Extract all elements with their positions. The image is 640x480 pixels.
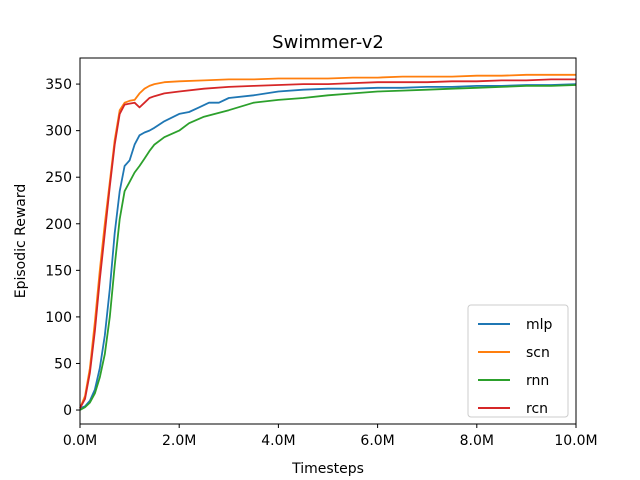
y-tick-label: 0 xyxy=(63,403,72,419)
y-tick-label: 200 xyxy=(45,217,72,233)
legend-label-mlp: mlp xyxy=(526,317,553,333)
y-tick-label: 300 xyxy=(45,124,72,140)
series-line-rnn xyxy=(79,84,577,411)
legend-label-rnn: rnn xyxy=(526,373,549,389)
x-tick-label: 6.0M xyxy=(360,433,394,449)
legend-box xyxy=(467,304,569,418)
series-layer xyxy=(79,73,577,411)
y-axis-label: Episodic Reward xyxy=(13,184,29,299)
x-tick-label: 2.0M xyxy=(162,433,196,449)
series-line-rcn xyxy=(79,78,576,409)
y-tick-label: 350 xyxy=(45,77,72,93)
y-tick-label: 150 xyxy=(45,263,72,279)
x-axis-label: Timesteps xyxy=(291,461,364,477)
y-tick-label: 100 xyxy=(45,310,72,326)
x-tick-label: 8.0M xyxy=(460,433,494,449)
x-tick-label: 0.0M xyxy=(63,433,97,449)
y-ticks: 0 50 100 150 200 250 300 350 xyxy=(45,77,80,419)
chart-title: Swimmer-v2 xyxy=(272,32,384,53)
x-tick-label: 10.0M xyxy=(554,433,597,449)
series-line-mlp xyxy=(79,83,577,410)
y-tick-label: 250 xyxy=(45,170,72,186)
legend: mlp scn rnn rcn xyxy=(467,304,569,418)
x-ticks: 0.0M 2.0M 4.0M 6.0M 8.0M 10.0M xyxy=(63,424,598,449)
x-tick-label: 4.0M xyxy=(261,433,295,449)
legend-label-rcn: rcn xyxy=(526,401,548,417)
legend-label-scn: scn xyxy=(526,345,550,361)
y-tick-label: 50 xyxy=(54,356,72,372)
plot-frame xyxy=(79,57,577,425)
